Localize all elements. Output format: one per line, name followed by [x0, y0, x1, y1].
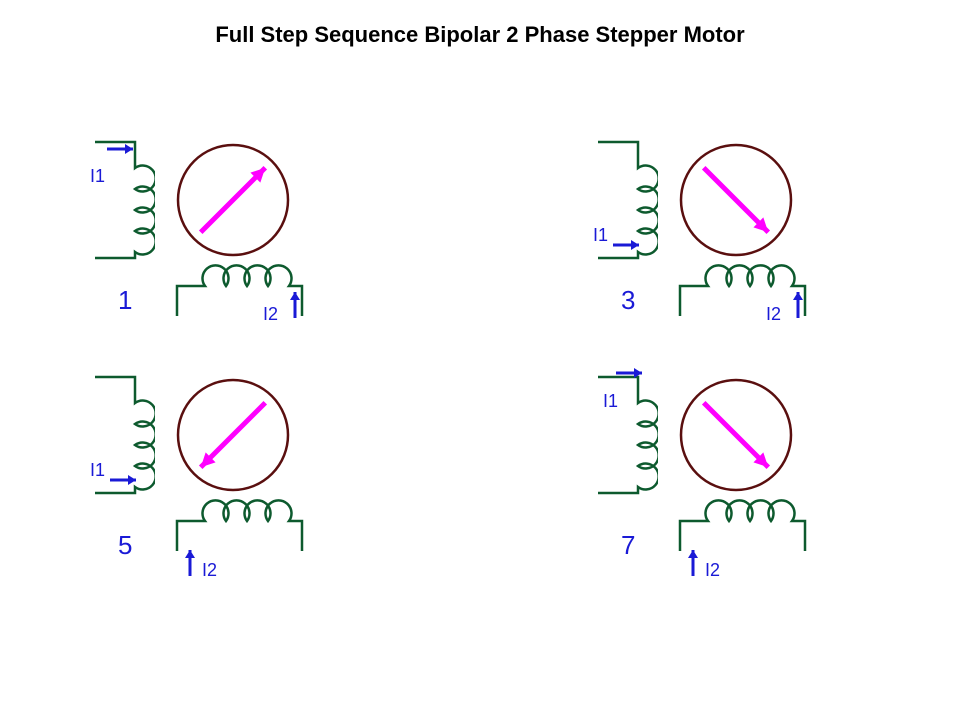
- i1-label: I1: [593, 225, 608, 246]
- step-number: 3: [621, 285, 635, 316]
- step-number: 7: [621, 530, 635, 561]
- diagram-title: Full Step Sequence Bipolar 2 Phase Stepp…: [0, 22, 960, 48]
- coil-horizontal: [167, 258, 317, 328]
- rotor: [666, 130, 806, 270]
- coil-vertical: [588, 130, 658, 270]
- i2-label: I2: [202, 560, 217, 581]
- coil-vertical: [85, 130, 155, 270]
- i2-label: I2: [766, 304, 781, 325]
- i2-label: I2: [263, 304, 278, 325]
- rotor: [163, 130, 303, 270]
- coil-horizontal: [670, 258, 820, 328]
- panel-step-7: I1 I2 7: [588, 365, 868, 585]
- step-number: 1: [118, 285, 132, 316]
- i2-label: I2: [705, 560, 720, 581]
- i1-label: I1: [603, 391, 618, 412]
- coil-horizontal: [670, 493, 820, 563]
- panel-step-3: I1 I2 3: [588, 130, 868, 350]
- coil-horizontal: [167, 493, 317, 563]
- i1-label: I1: [90, 460, 105, 481]
- panel-step-1: I1 I2 1: [85, 130, 365, 350]
- step-number: 5: [118, 530, 132, 561]
- coil-vertical: [588, 365, 658, 505]
- i1-label: I1: [90, 166, 105, 187]
- panel-step-5: I1 I2 5: [85, 365, 365, 585]
- rotor: [163, 365, 303, 505]
- coil-vertical: [85, 365, 155, 505]
- rotor: [666, 365, 806, 505]
